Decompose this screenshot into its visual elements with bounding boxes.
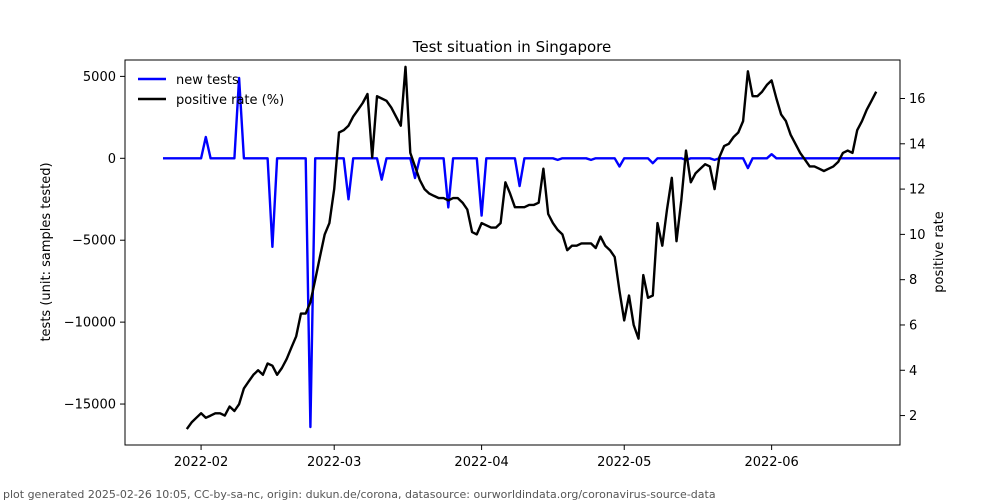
- legend-label-new-tests: new tests: [176, 73, 239, 88]
- y-left-tick-label: −15000: [64, 398, 116, 413]
- y-right-tick-label: 12: [909, 183, 926, 198]
- legend: new tests positive rate (%): [138, 73, 284, 108]
- series-line-positive-rate: [185, 65, 878, 430]
- y-axis-right-label: positive rate: [932, 211, 947, 293]
- y-right-tick-label: 10: [909, 228, 926, 243]
- plot-frame: [124, 59, 901, 446]
- footer-credit: plot generated 2025-02-26 10:05, CC-by-s…: [3, 488, 716, 500]
- y-right-tick-label: 8: [909, 273, 917, 288]
- x-tick-label: 2022-04: [454, 455, 508, 470]
- legend-label-positive-rate: positive rate (%): [176, 93, 284, 108]
- y-right-tick-label: 6: [909, 318, 917, 333]
- x-tick-label: 2022-05: [597, 455, 651, 470]
- y-left-tick-label: 5000: [83, 70, 116, 85]
- y-right-tick-label: 4: [909, 364, 917, 379]
- y-left-tick-label: −10000: [64, 316, 116, 331]
- y-right-tick-label: 16: [909, 92, 926, 107]
- y-right-tick-label: 2: [909, 409, 917, 424]
- y-right-tick-label: 14: [909, 137, 926, 152]
- x-tick-label: 2022-06: [744, 455, 798, 470]
- y-left-tick-label: −5000: [72, 234, 116, 249]
- y-axis-left-label: tests (unit: samples tested): [39, 162, 54, 341]
- series-line-new-tests: [163, 76, 900, 429]
- x-tick-label: 2022-03: [307, 455, 361, 470]
- chart-title: Test situation in Singapore: [412, 38, 612, 56]
- x-tick-label: 2022-02: [174, 455, 228, 470]
- y-left-tick-label: 0: [108, 152, 116, 167]
